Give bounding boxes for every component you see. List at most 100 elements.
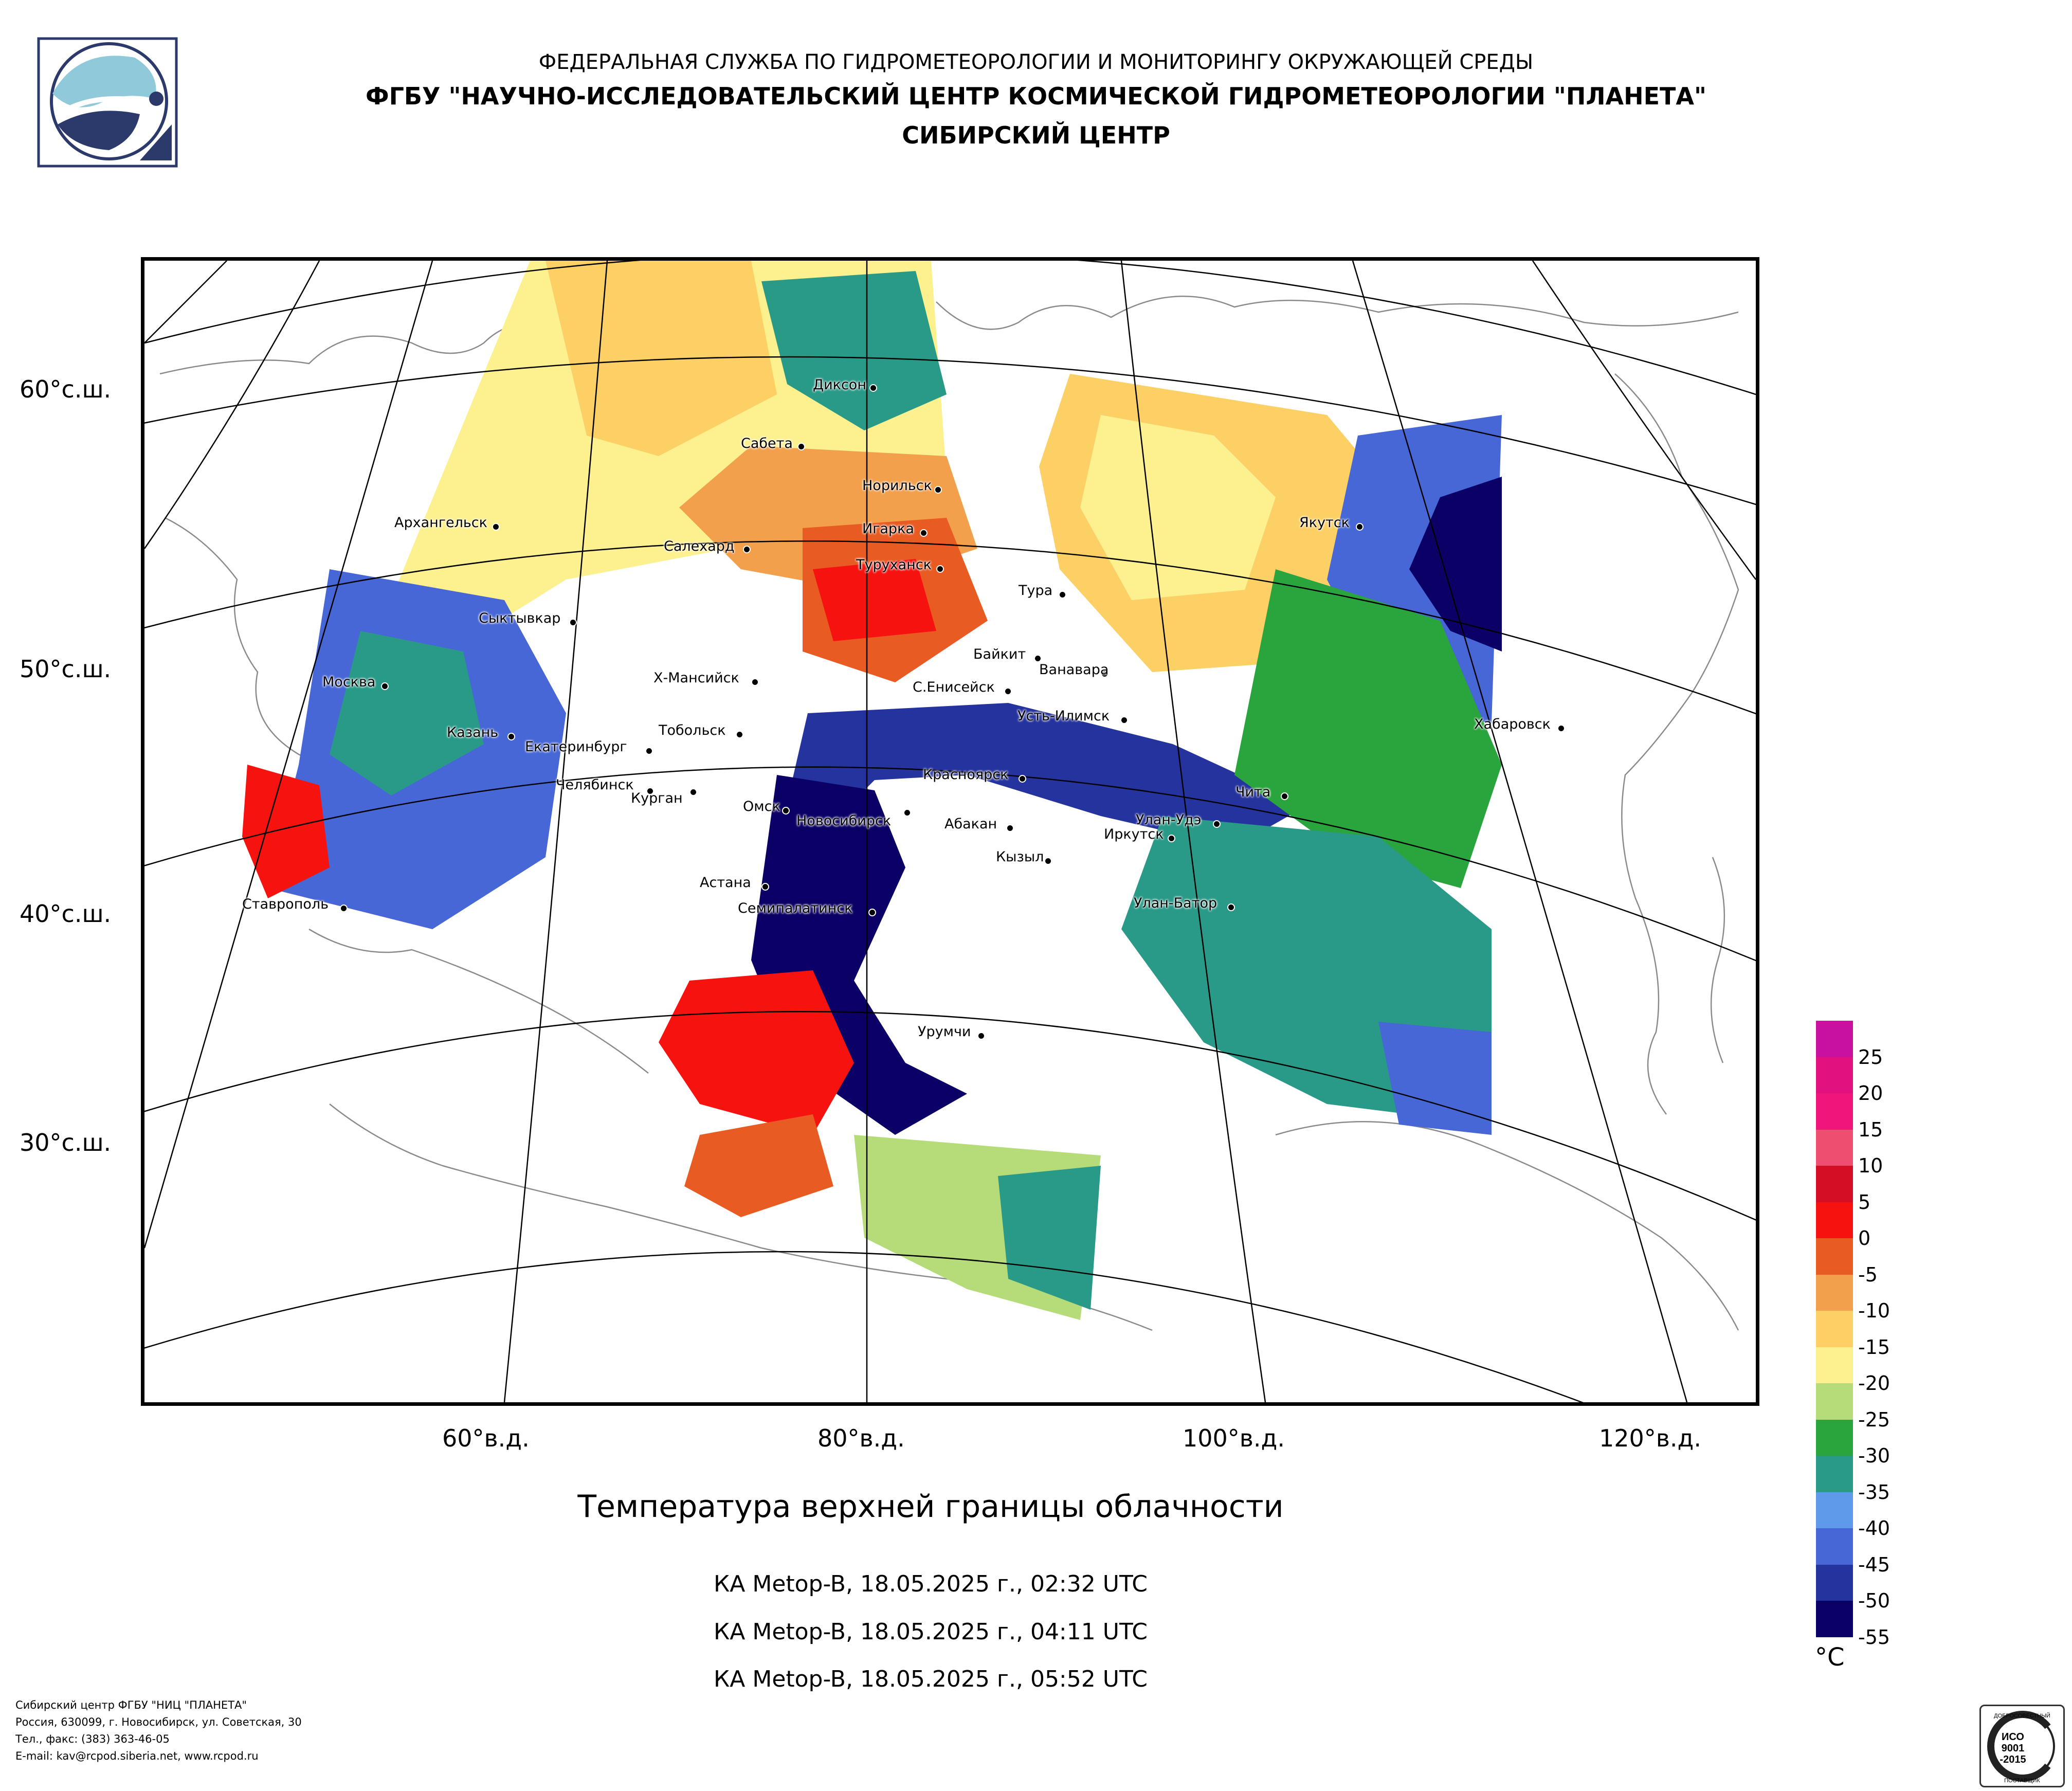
city-label: Иркутск xyxy=(1104,826,1164,842)
city-label: Новосибирск xyxy=(796,813,892,829)
city-marker xyxy=(1168,835,1175,842)
city-marker xyxy=(743,546,751,553)
city-label: Екатеринбург xyxy=(525,739,627,755)
legend-swatch xyxy=(1816,1419,1853,1456)
iso-line3: -2015 xyxy=(2000,1754,2026,1765)
city-marker xyxy=(903,809,911,817)
lat-label-30: 30°с.ш. xyxy=(20,1129,112,1156)
legend-swatch xyxy=(1816,1528,1853,1565)
city-marker xyxy=(936,565,944,573)
city-label: Норильск xyxy=(862,478,932,494)
city-marker xyxy=(507,733,515,740)
city-marker xyxy=(645,747,653,755)
city-label: Улан-Удэ xyxy=(1136,812,1202,828)
city-marker xyxy=(1101,670,1108,678)
iso-top: ДОБРОСОВЕСТНЫЙ xyxy=(1994,1712,2050,1719)
legend-swatch xyxy=(1816,1238,1853,1275)
legend-label: -45 xyxy=(1858,1553,1891,1576)
satellite-pass: КА Metop-B, 18.05.2025 г., 04:11 UTC xyxy=(714,1619,1148,1645)
city-marker xyxy=(977,1032,985,1040)
city-label: Абакан xyxy=(944,816,997,832)
header-center: СИБИРСКИЙ ЦЕНТР xyxy=(902,121,1170,149)
iso-line2: 9001 xyxy=(2002,1743,2025,1754)
city-marker xyxy=(920,529,928,537)
city-label: Тобольск xyxy=(659,722,726,738)
city-label: Тура xyxy=(1019,583,1053,599)
footer-address: Россия, 630099, г. Новосибирск, ул. Сове… xyxy=(15,1716,302,1728)
city-marker xyxy=(1213,820,1221,828)
satellite-pass: КА Metop-B, 18.05.2025 г., 05:52 UTC xyxy=(714,1666,1148,1692)
city-marker xyxy=(646,787,654,795)
city-label: Челябинск xyxy=(556,777,634,793)
city-label: Кызыл xyxy=(996,849,1044,865)
city-label: Х-Мансийск xyxy=(653,670,739,686)
city-label: Туруханск xyxy=(856,557,932,573)
legend-label: -5 xyxy=(1858,1263,1878,1286)
city-label: Астана xyxy=(700,875,751,891)
city-label: Урумчи xyxy=(918,1024,971,1040)
city-marker xyxy=(1281,792,1288,800)
footer-phone: Тел., факс: (383) 363-46-05 xyxy=(15,1733,170,1745)
header-institute: ФГБУ "НАУЧНО-ИССЛЕДОВАТЕЛЬСКИЙ ЦЕНТР КОС… xyxy=(366,82,1706,110)
city-marker xyxy=(1059,591,1066,599)
city-marker xyxy=(1044,857,1052,865)
city-marker xyxy=(689,788,697,796)
product-title: Температура верхней границы облачности xyxy=(577,1489,1284,1525)
city-label: Сыктывкар xyxy=(479,610,561,626)
cloud-imagery xyxy=(242,261,1502,1320)
legend-swatch xyxy=(1816,1057,1853,1093)
city-label: Салехард xyxy=(664,538,735,554)
legend-label: 0 xyxy=(1858,1227,1871,1250)
city-label: Якутск xyxy=(1299,515,1350,531)
city-label: Чита xyxy=(1235,784,1271,800)
footer-contacts: Сибирский центр ФГБУ "НИЦ "ПЛАНЕТА" Росс… xyxy=(15,1697,302,1765)
city-label: С.Енисейск xyxy=(913,679,995,695)
city-label: Сабета xyxy=(741,436,793,451)
satellite-map: Диксон Сабета Норильск Игарка Туруханск … xyxy=(141,257,1759,1406)
city-marker xyxy=(340,904,348,912)
city-marker xyxy=(381,682,389,690)
city-label: Байкит xyxy=(973,646,1026,662)
city-marker xyxy=(492,523,500,531)
city-marker xyxy=(1557,725,1565,732)
city-marker xyxy=(1004,688,1012,695)
legend-swatch xyxy=(1816,1202,1853,1238)
legend-label: -35 xyxy=(1858,1480,1891,1504)
planeta-logo xyxy=(37,37,178,168)
iso-line1: ИСО xyxy=(2002,1731,2024,1743)
city-label: Семипалатинск xyxy=(738,900,853,916)
legend-swatch xyxy=(1816,1383,1853,1420)
city-label: Улан-Батор xyxy=(1134,895,1217,911)
city-marker xyxy=(736,731,743,738)
city-label: Ванавара xyxy=(1039,662,1109,678)
iso-bottom: ПОСТАВЩИК xyxy=(2004,1778,2040,1784)
legend-label: -10 xyxy=(1858,1299,1891,1322)
city-marker xyxy=(797,443,805,450)
city-marker xyxy=(868,909,876,916)
city-marker xyxy=(1227,903,1235,911)
legend-label: -40 xyxy=(1858,1517,1891,1540)
city-marker xyxy=(1034,655,1042,662)
temperature-legend xyxy=(1816,1021,1853,1637)
city-label: Красноярск xyxy=(923,767,1009,783)
lon-label-120: 120°в.д. xyxy=(1599,1424,1701,1452)
city-label: Москва xyxy=(322,674,376,690)
city-marker xyxy=(751,678,759,686)
legend-label: -15 xyxy=(1858,1335,1891,1359)
legend-swatch xyxy=(1816,1564,1853,1601)
lon-label-80: 80°в.д. xyxy=(817,1424,905,1452)
city-label: Архангельск xyxy=(394,515,487,531)
city-marker xyxy=(761,883,769,891)
legend-label: 15 xyxy=(1858,1118,1883,1141)
legend-swatch xyxy=(1816,1166,1853,1202)
city-marker xyxy=(934,486,942,494)
iso-badge: ДОБРОСОВЕСТНЫЙ ИСО 9001 -2015 ПОСТАВЩИК xyxy=(1979,1705,2065,1787)
legend-swatch xyxy=(1816,1021,1853,1057)
legend-swatch xyxy=(1816,1093,1853,1130)
legend-label: 25 xyxy=(1858,1045,1883,1069)
legend-label: 5 xyxy=(1858,1190,1871,1214)
header-agency: ФЕДЕРАЛЬНАЯ СЛУЖБА ПО ГИДРОМЕТЕОРОЛОГИИ … xyxy=(538,50,1534,74)
map-canvas xyxy=(144,261,1756,1402)
city-marker xyxy=(1006,824,1014,832)
legend-label: 20 xyxy=(1858,1082,1883,1105)
